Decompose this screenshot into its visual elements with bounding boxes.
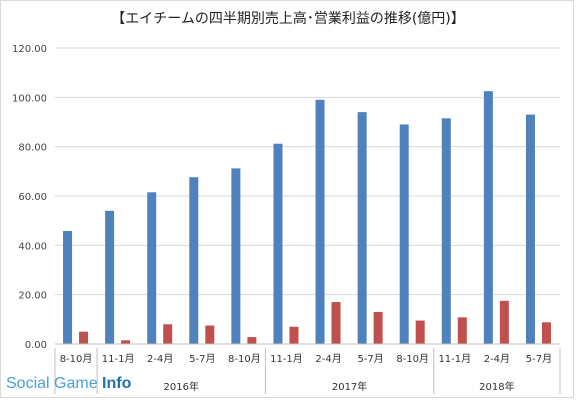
bar [247, 337, 257, 344]
bar [541, 322, 551, 344]
bar [189, 177, 199, 344]
bar [441, 118, 451, 344]
bar [79, 331, 89, 344]
y-tick-label: 40.00 [18, 241, 47, 252]
x-tick-label: 11-1月 [102, 353, 135, 365]
bar [499, 300, 509, 344]
x-group-label: 2017年 [332, 380, 367, 393]
bar [121, 340, 131, 344]
bar [105, 210, 115, 344]
y-tick-label: 100.00 [12, 93, 47, 104]
bar [357, 112, 367, 344]
chart-title: 【エイチームの四半期別売上高･営業利益の推移(億円)】 [111, 11, 465, 27]
x-tick-label: 5-7月 [526, 353, 552, 365]
watermark-text-1: Social Game [6, 375, 103, 392]
x-tick-label: 2-4月 [484, 353, 510, 365]
x-tick-label: 8-10月 [228, 353, 261, 365]
x-group-label: 2016年 [164, 380, 199, 393]
bar [163, 324, 173, 344]
bar [273, 143, 283, 344]
x-tick-label: 8-10月 [396, 353, 429, 365]
bar [525, 114, 535, 344]
bar [373, 311, 383, 344]
x-tick-label: 2-4月 [147, 353, 173, 365]
x-tick-label: 11-1月 [438, 353, 471, 365]
bar [147, 192, 157, 344]
x-group-label: 2018年 [479, 380, 514, 393]
bar [205, 325, 215, 344]
x-tick-label: 11-1月 [270, 353, 303, 365]
y-tick-label: 20.00 [18, 291, 47, 302]
x-tick-label: 2-4月 [315, 353, 341, 365]
watermark-text-2: Info [102, 375, 132, 392]
x-tick-label: 5-7月 [189, 353, 215, 365]
y-tick-label: 120.00 [12, 44, 47, 55]
bar [231, 168, 241, 344]
bar [315, 99, 325, 344]
bar [63, 231, 73, 344]
x-tick-label: 5-7月 [357, 353, 383, 365]
bar [415, 320, 425, 344]
watermark-logo: Social Game Info [6, 375, 131, 393]
y-tick-label: 60.00 [18, 192, 47, 203]
y-tick-label: 80.00 [18, 143, 47, 154]
x-tick-label: 8-10月 [60, 353, 93, 365]
bar [457, 317, 467, 344]
bar [399, 124, 409, 344]
bar [331, 302, 341, 344]
y-tick-label: 0.00 [25, 340, 47, 351]
bar [483, 91, 493, 345]
bar [289, 326, 299, 344]
